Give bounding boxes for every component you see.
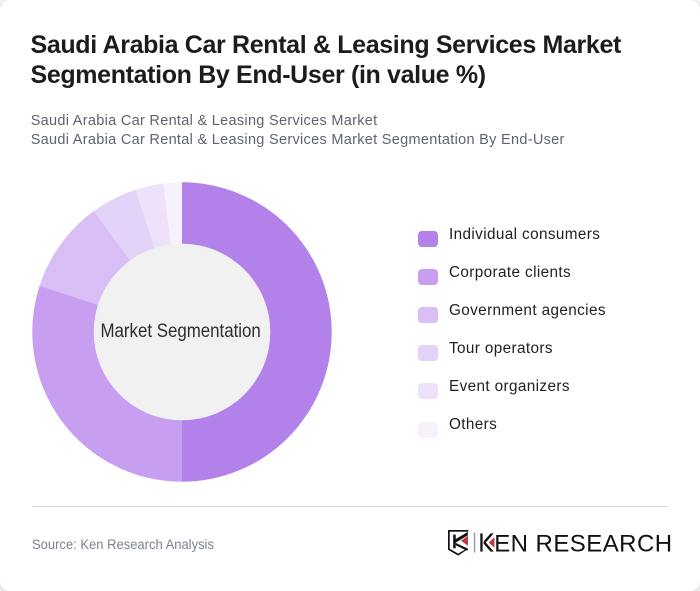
svg-text:EN RESEARCH: EN RESEARCH	[494, 531, 672, 558]
